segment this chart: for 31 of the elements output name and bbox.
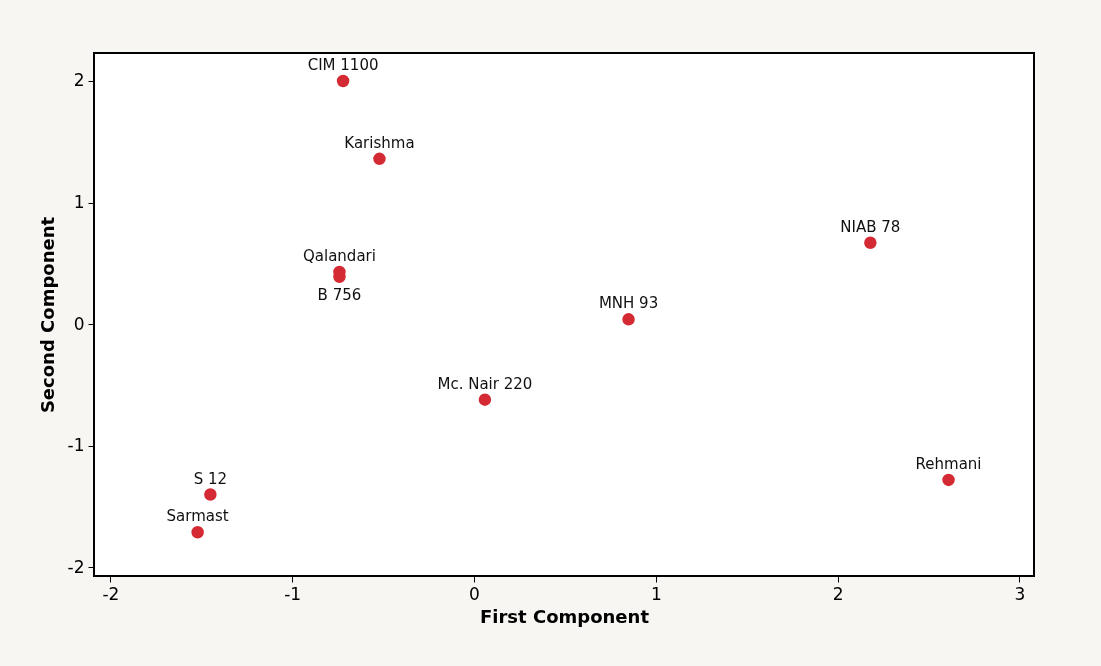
x-axis-title: First Component	[480, 605, 650, 627]
y-tick-label: 0	[73, 313, 85, 334]
annotation: Sarmast	[166, 507, 229, 526]
point	[336, 74, 350, 88]
annotation: MNH 93	[598, 294, 659, 313]
x-tick-label: -2	[102, 583, 120, 604]
point	[864, 236, 877, 249]
annotation: B 756	[317, 285, 362, 304]
annotation: Rehmani	[915, 454, 982, 473]
annotation: Mc. Nair 220	[437, 374, 533, 393]
annotation: S 12	[193, 469, 228, 488]
annotation: NIAB 78	[840, 217, 901, 236]
x-tick-label: 3	[1014, 583, 1026, 604]
annotation: CIM 1100	[307, 55, 379, 74]
y-tick-label: -1	[67, 435, 85, 456]
annotation: Qalandari	[302, 246, 376, 265]
x-tick-label: 2	[832, 583, 844, 604]
point	[191, 525, 204, 539]
point	[373, 152, 386, 166]
annotation: Karishma	[344, 133, 415, 152]
x-tick-label: 1	[650, 583, 662, 604]
x-tick-label: -1	[284, 583, 302, 604]
y-tick-label: 1	[73, 192, 85, 213]
point	[622, 313, 635, 326]
y-tick-label: 2	[73, 70, 85, 91]
x-tick-label: 0	[469, 583, 480, 604]
point	[204, 488, 217, 501]
y-tick-label: -2	[67, 556, 85, 577]
point	[478, 393, 492, 406]
y-axis-title: Second Component	[36, 216, 58, 414]
point	[942, 473, 955, 487]
